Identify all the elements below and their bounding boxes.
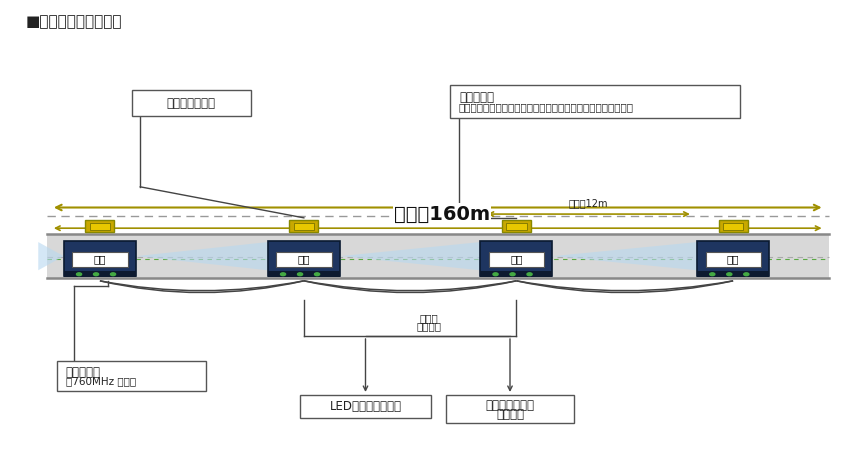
Polygon shape <box>552 242 697 270</box>
Polygon shape <box>38 242 64 270</box>
Bar <box>289 220 318 232</box>
Text: 先行車認識: 先行車認識 <box>459 91 494 104</box>
Bar <box>722 222 743 229</box>
Text: ・カメラ及びミリ波レーダーによる前方の物体との距離の検知: ・カメラ及びミリ波レーダーによる前方の物体との距離の検知 <box>459 102 634 112</box>
Bar <box>64 271 136 277</box>
Text: 白線認識カメラ: 白線認識カメラ <box>167 97 216 110</box>
Text: 車外の: 車外の <box>420 313 439 324</box>
Text: ■後続車有人システム: ■後続車有人システム <box>26 14 122 29</box>
Text: 注意喚起: 注意喚起 <box>416 321 442 332</box>
Bar <box>268 271 340 277</box>
Bar <box>489 252 544 267</box>
Bar <box>268 241 340 276</box>
Circle shape <box>493 273 498 275</box>
Circle shape <box>110 273 116 275</box>
Bar <box>706 252 761 267</box>
Bar <box>132 90 251 116</box>
Text: ペイントによる: ペイントによる <box>485 399 535 412</box>
Bar <box>480 241 552 276</box>
Circle shape <box>527 273 532 275</box>
Bar <box>299 395 431 418</box>
Circle shape <box>298 273 303 275</box>
Circle shape <box>710 273 715 275</box>
Circle shape <box>314 273 320 275</box>
Text: 有人: 有人 <box>727 254 740 264</box>
Bar <box>293 222 314 229</box>
Text: 車長約12m: 車長約12m <box>569 198 609 209</box>
Bar <box>446 395 574 423</box>
Bar <box>697 271 769 277</box>
Polygon shape <box>136 242 268 270</box>
Circle shape <box>727 273 732 275</box>
Bar <box>64 241 136 276</box>
Polygon shape <box>340 242 480 270</box>
Text: 有人: 有人 <box>510 254 523 264</box>
Bar <box>502 220 530 232</box>
Text: 注意喚起: 注意喚起 <box>496 408 524 421</box>
Circle shape <box>76 273 82 275</box>
Bar <box>276 252 332 267</box>
Circle shape <box>94 273 99 275</box>
Circle shape <box>744 273 749 275</box>
Text: 全長約160m: 全長約160m <box>394 204 490 224</box>
Bar <box>450 85 740 118</box>
Bar <box>480 271 552 277</box>
Text: 車車間通信: 車車間通信 <box>66 366 101 379</box>
Bar <box>90 222 110 229</box>
Bar <box>58 361 207 391</box>
Text: ・760MHz を使用: ・760MHz を使用 <box>66 376 136 387</box>
Bar <box>718 220 747 232</box>
Bar <box>72 252 128 267</box>
Text: 有人: 有人 <box>298 254 310 264</box>
Circle shape <box>510 273 515 275</box>
Text: LEDライト（緑色）: LEDライト（緑色） <box>330 400 401 413</box>
Circle shape <box>280 273 286 275</box>
Bar <box>47 234 829 278</box>
Bar <box>506 222 526 229</box>
Bar <box>697 241 769 276</box>
Text: 有人: 有人 <box>94 254 106 264</box>
Bar <box>85 220 114 232</box>
